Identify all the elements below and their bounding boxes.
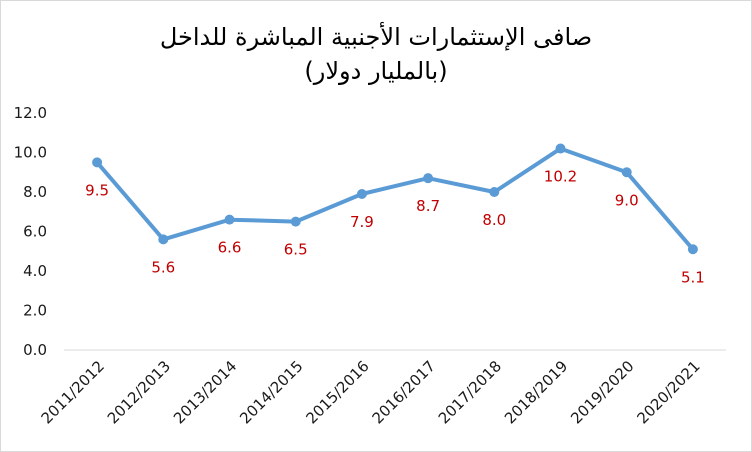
y-tick-label: 0.0 bbox=[23, 341, 47, 359]
data-point bbox=[224, 214, 235, 225]
x-tick-label: 2016/2017 bbox=[369, 357, 439, 427]
y-tick-label: 10.0 bbox=[14, 144, 47, 162]
x-tick-label: 2014/2015 bbox=[236, 357, 306, 427]
data-point bbox=[555, 143, 566, 154]
data-point bbox=[489, 187, 500, 197]
data-point bbox=[290, 216, 301, 227]
x-tick-label: 2012/2013 bbox=[104, 357, 174, 427]
data-point bbox=[158, 234, 169, 245]
data-label: 10.2 bbox=[544, 168, 577, 186]
data-label: 8.7 bbox=[416, 197, 440, 215]
data-point bbox=[687, 244, 698, 255]
data-label: 5.6 bbox=[151, 258, 175, 276]
chart-title: صافى الإستثمارات الأجنبية المباشرة للداخ… bbox=[159, 23, 593, 51]
data-label: 7.9 bbox=[350, 213, 374, 231]
y-tick-label: 6.0 bbox=[23, 223, 47, 241]
x-tick-label: 2019/2020 bbox=[567, 357, 637, 427]
y-tick-label: 2.0 bbox=[23, 302, 47, 320]
data-point bbox=[423, 173, 434, 184]
x-tick-label: 2017/2018 bbox=[435, 357, 505, 427]
data-label: 6.5 bbox=[284, 241, 308, 259]
y-tick-label: 12.0 bbox=[14, 104, 47, 122]
x-tick-label: 2013/2014 bbox=[170, 357, 240, 427]
data-label: 9.0 bbox=[615, 191, 639, 209]
x-tick-label: 2020/2021 bbox=[633, 357, 703, 427]
y-tick-label: 8.0 bbox=[23, 183, 47, 201]
data-label: 8.0 bbox=[482, 211, 506, 229]
data-point bbox=[621, 167, 632, 178]
data-label: 5.1 bbox=[681, 268, 705, 286]
data-label: 6.6 bbox=[218, 239, 242, 257]
x-tick-label: 2011/2012 bbox=[38, 357, 108, 427]
series-line bbox=[95, 146, 695, 252]
x-tick-label: 2018/2019 bbox=[501, 357, 571, 427]
data-point bbox=[92, 157, 103, 168]
chart-subtitle: (بالمليار دولار) bbox=[304, 57, 448, 85]
data-point bbox=[356, 188, 367, 199]
y-tick-label: 4.0 bbox=[23, 262, 47, 280]
data-label: 9.5 bbox=[85, 181, 109, 199]
x-tick-label: 2015/2016 bbox=[302, 357, 372, 427]
